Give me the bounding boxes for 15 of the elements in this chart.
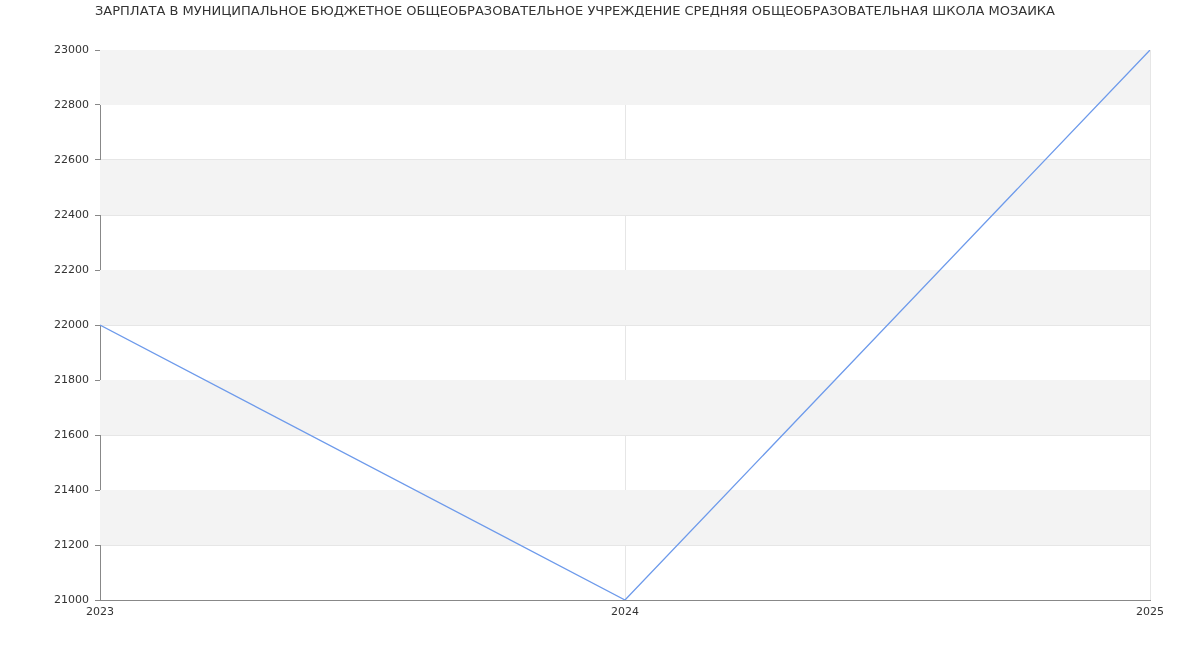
y-tick-label: 23000	[54, 42, 89, 56]
x-tick-label: 2024	[611, 605, 639, 619]
y-tick-label: 22800	[54, 97, 89, 111]
y-tick-label: 21800	[54, 372, 89, 386]
x-tick-label: 2023	[86, 605, 114, 619]
chart-title: ЗАРПЛАТА В МУНИЦИПАЛЬНОЕ БЮДЖЕТНОЕ ОБЩЕОБРАЗОВАТЕЛЬНОЕ УЧРЕЖДЕНИЕ СРЕДНЯЯ ОБЩЕОБРАЗОВАТЕЛЬНАЯ ШКОЛА МОЗАИКА	[95, 3, 1056, 19]
x-tick-label: 2025	[1136, 605, 1164, 619]
y-tick-label: 21200	[54, 537, 89, 551]
y-tick-label: 22400	[54, 207, 89, 221]
y-tick-label: 22600	[54, 152, 89, 166]
y-tick-label: 22000	[54, 317, 89, 331]
y-tick-label: 21400	[54, 482, 89, 496]
y-tick-label: 21600	[54, 427, 89, 441]
y-tick-label: 21000	[54, 592, 89, 606]
y-tick-label: 22200	[54, 262, 89, 276]
